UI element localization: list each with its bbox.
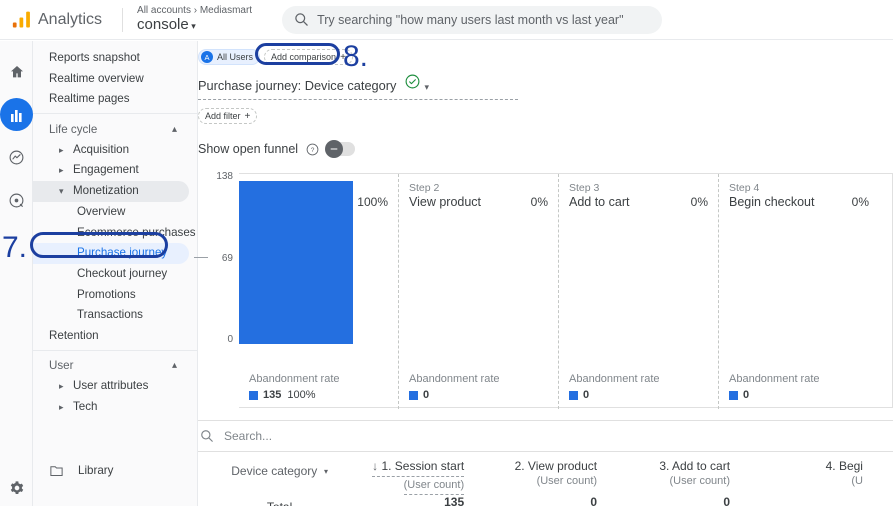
svg-text:?: ?	[311, 146, 315, 153]
